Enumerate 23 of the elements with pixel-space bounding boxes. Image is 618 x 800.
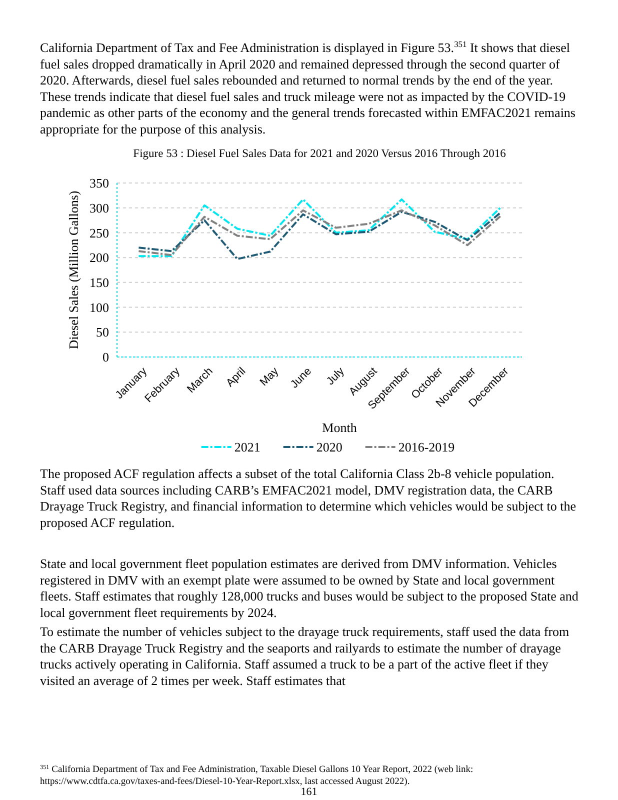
- text: State and local government fleet population estimates are derived from DMV information. Vehicles registered in DMV with an exempt plate were assumed to be owned by State and local government fleets. Staff estimates that roughly 128,000 trucks and buses would be subject to the proposed State and local government fleet requirements by 2024.: [40, 556, 579, 620]
- line-series: [138, 198, 502, 258]
- legend-label: 2020: [316, 440, 342, 455]
- y-tick-label: 50: [96, 324, 109, 340]
- y-tick-label: 300: [90, 200, 109, 216]
- y-tick-label: 0: [102, 350, 109, 365]
- text: To estimate the number of vehicles subject to the drayage truck requirements, staff used the data from the CARB Drayage Truck Registry and the seaports and railyards to estimate the number of drayage trucks actively operating in California. Staff assumed a truck to be a part of the active fleet if they visited an average of 2 times per week. Staff estimates that: [40, 624, 570, 688]
- x-tick-label: July: [324, 365, 348, 388]
- y-tick-label: 150: [90, 274, 109, 290]
- text: 161: [300, 786, 318, 798]
- y-tick-label: 250: [90, 225, 109, 240]
- y-tick-label: 200: [90, 250, 109, 266]
- x-axis-title: Month: [322, 420, 358, 435]
- text: California Department of Tax and Fee Administration is displayed in Figure 53.$^{351}$ It shows that diesel fuel sales dropped dramatically in April 2020 and remained depressed through the second quarter of 2020. Afterwards, diesel fuel sales rebounded and returned to normal trends by the end of the year. These trends indicate that diesel fuel sales and truck mileage were not as impacted by the COVID-19 pandemic as other parts of the economy and the general trends forecasted within EMFAC2021 remains appropriate for the purpose of this analysis.: [40, 39, 576, 136]
- text: The proposed ACF regulation affects a subset of the total California Class 2b-8 vehicle population. Staff used data sources including CARB’s EMFAC2021 model, DMV registration data, the CARB Drayage Truck Registry, and financial information to determine which vehicles would be subject to the proposed ACF regulation.: [40, 466, 576, 530]
- y-tick-label: 100: [90, 300, 109, 315]
- x-tick-label: May: [258, 365, 282, 389]
- chart-title: Figure 53 : Diesel Fuel Sales Data for 2021 and 2020 Versus 2016 Through 2016: [133, 148, 506, 160]
- text: $^{351}$ California Department of Tax and Fee Administration, Taxable Diesel Gallons 10 Year Report, 2022 (web link: https://www.cdtfa.ca.gov/taxes-and-fees/Diesel-10-Year-Report.xlsx, last accessed August 2022).: [40, 764, 474, 787]
- legend-label: 2021: [234, 440, 260, 455]
- legend-label: 2016-2019: [398, 440, 455, 455]
- y-axis-title: Diesel Sales (Million Gallons): [66, 190, 81, 350]
- y-tick-label: 350: [90, 176, 109, 191]
